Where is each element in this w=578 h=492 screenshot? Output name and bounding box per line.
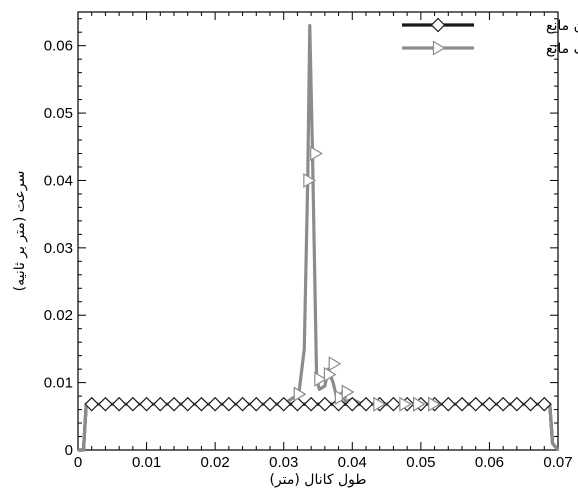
x-tick-label: 0.06 — [475, 454, 504, 471]
series-marker-diamond — [454, 396, 470, 412]
series-marker-diamond — [468, 396, 484, 412]
series-marker-triangle — [310, 145, 323, 162]
series-marker-diamond — [194, 396, 209, 412]
x-tick-label: 0.05 — [406, 454, 435, 471]
series-marker-diamond — [495, 396, 511, 412]
y-tick-label: 0.03 — [44, 240, 73, 257]
legend-label-one-obstacle: با یک مانع — [546, 41, 578, 57]
series-marker-diamond — [509, 396, 525, 412]
y-tick-label: 0.01 — [44, 375, 73, 392]
series-marker-diamond — [221, 396, 237, 412]
x-axis-title: طول کانال (متر) — [269, 472, 366, 488]
series-marker-diamond — [262, 396, 278, 412]
y-axis-title: سرعت (متر بر ثانیه) — [12, 171, 28, 292]
legend-marker-one-obstacle — [432, 40, 446, 56]
series-marker-diamond — [536, 396, 552, 412]
y-tick-label: 0.04 — [44, 172, 73, 189]
x-tick-label: 0 — [74, 454, 82, 471]
series-marker-diamond — [152, 396, 168, 412]
series-marker-diamond — [166, 396, 182, 412]
series-marker-diamond — [317, 396, 333, 412]
series-marker-diamond — [482, 396, 497, 412]
series-marker-diamond — [139, 396, 154, 412]
series-marker-diamond — [344, 396, 360, 412]
series-marker-triangle — [328, 356, 342, 372]
series-marker-triangle — [428, 396, 441, 412]
series-marker-triangle — [293, 386, 307, 402]
series-marker-triangle — [323, 366, 337, 383]
x-tick-label: 0.03 — [269, 454, 298, 471]
series-marker-diamond — [303, 396, 319, 412]
series-marker-diamond — [358, 396, 374, 412]
series-marker-triangle — [334, 389, 348, 405]
series-marker-diamond — [440, 396, 456, 412]
series-marker-diamond — [207, 396, 223, 412]
y-tick-label: 0.06 — [44, 38, 73, 55]
series-marker-triangle — [303, 172, 317, 189]
series-line-no-obstacle — [78, 402, 560, 452]
y-tick-label: 0 — [65, 442, 73, 459]
x-tick-label: 0.02 — [201, 454, 230, 471]
series-marker-triangle — [373, 396, 387, 412]
y-tick-label: 0.05 — [44, 105, 73, 122]
series-line-one-obstacle — [78, 23, 560, 452]
series-marker-diamond — [180, 396, 196, 412]
series-marker-diamond — [235, 396, 250, 412]
legend-label-no-obstacle: بدون مانع — [546, 18, 578, 34]
series-marker-diamond — [248, 396, 264, 412]
y-tick-label: 0.02 — [44, 307, 73, 324]
series-marker-triangle — [314, 371, 328, 387]
legend-marker-no-obstacle — [430, 17, 446, 33]
series-marker-diamond — [84, 396, 100, 412]
plot-frame — [77, 11, 559, 451]
x-tick-label: 0.07 — [543, 454, 572, 471]
x-tick-label: 0.01 — [132, 454, 161, 471]
series-marker-triangle — [341, 384, 355, 400]
x-tick-label: 0.04 — [338, 454, 367, 471]
series-marker-diamond — [386, 396, 401, 412]
series-marker-triangle — [412, 396, 426, 412]
series-marker-diamond — [125, 396, 141, 412]
series-marker-triangle — [399, 396, 413, 412]
series-marker-diamond — [523, 396, 538, 412]
series-marker-diamond — [276, 396, 292, 412]
series-marker-diamond — [111, 396, 127, 412]
series-marker-diamond — [98, 396, 113, 412]
